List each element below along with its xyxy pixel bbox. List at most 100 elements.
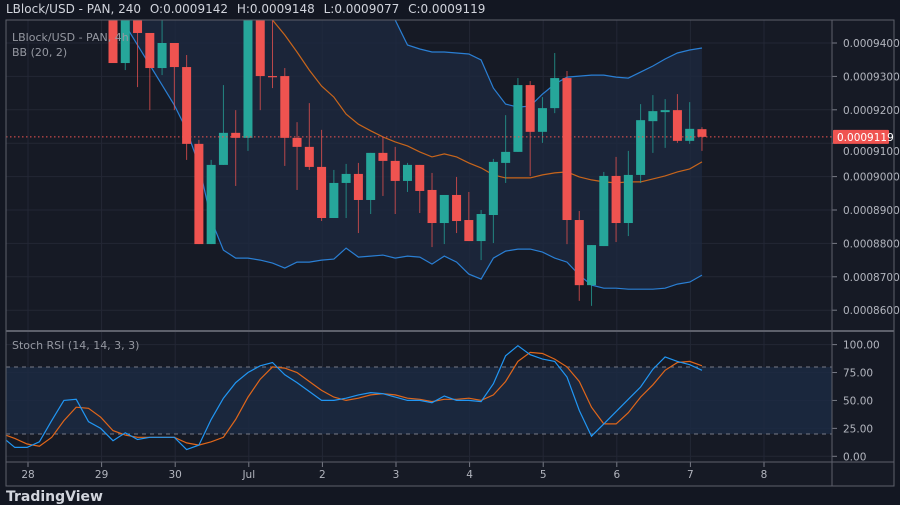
candle-body: [194, 143, 204, 245]
candle: [562, 71, 572, 245]
candle-body: [636, 120, 646, 175]
candle-body: [599, 175, 609, 247]
candle: [231, 110, 241, 186]
candle-body: [623, 174, 633, 224]
stoch-axis-label: 25.00: [843, 423, 873, 435]
candle-body: [464, 220, 474, 242]
candle: [537, 97, 547, 143]
candle: [464, 191, 474, 242]
candle: [218, 85, 228, 165]
candle: [243, 20, 253, 151]
candle-body: [697, 129, 707, 137]
candle: [501, 115, 511, 183]
stoch-axis-label: 0.00: [843, 451, 866, 463]
bb-lower-line: [124, 24, 703, 290]
candle: [685, 102, 695, 144]
candle-body: [488, 161, 498, 216]
candle-body: [562, 78, 572, 221]
price-axis-label: 0.0008700: [843, 272, 900, 284]
candle-body: [550, 78, 560, 109]
time-axis-label: 6: [613, 469, 620, 481]
candle-body: [157, 43, 167, 69]
stoch-axis-label: 50.00: [843, 395, 873, 407]
candle: [672, 94, 682, 143]
candle: [304, 103, 314, 170]
candle: [194, 139, 204, 245]
candle: [476, 210, 486, 261]
candle: [317, 129, 327, 222]
candle: [550, 53, 560, 114]
price-axis-label: 0.0008800: [843, 238, 900, 250]
candle: [611, 156, 621, 243]
candle: [169, 43, 179, 111]
candle: [292, 122, 302, 190]
candle: [366, 152, 376, 215]
last-price-label: 0.0009119: [837, 132, 894, 144]
candle-body: [329, 182, 339, 219]
candle: [182, 55, 192, 160]
candle-body: [145, 32, 155, 69]
price-axis-label: 0.0009200: [843, 105, 900, 117]
candle: [587, 245, 597, 306]
candle: [120, 20, 130, 71]
candle-body: [120, 20, 130, 64]
stoch-axis-label: 75.00: [843, 368, 873, 380]
candle-body: [648, 111, 658, 122]
main-legend-symbol: LBlock/USD - PAN, 4h: [12, 31, 129, 44]
candle-body: [255, 20, 265, 77]
symbol-title: LBlock/USD - PAN, 240: [6, 2, 141, 16]
candle-body: [292, 137, 302, 147]
candle-body: [218, 132, 228, 165]
stoch-axis-label: 100.00: [843, 340, 880, 352]
candle-body: [341, 173, 351, 183]
candle-body: [537, 108, 547, 132]
candle-body: [268, 76, 278, 78]
candle: [415, 164, 425, 214]
candle-body: [402, 164, 412, 181]
price-axis-label: 0.0009100: [843, 146, 900, 158]
candle-body: [513, 85, 523, 152]
last-price-badge: [833, 129, 889, 144]
candle-body: [243, 20, 253, 138]
candle-body: [378, 152, 388, 161]
candle-body: [182, 67, 192, 144]
time-axis-label: 29: [95, 469, 108, 481]
candle-body: [317, 166, 327, 219]
stoch-rsi-pane[interactable]: [3, 344, 832, 451]
candle: [648, 95, 658, 153]
candle-body: [660, 110, 670, 113]
candle: [402, 162, 412, 192]
candle: [390, 146, 400, 215]
open-value: O:0.0009142: [149, 2, 228, 16]
tradingview-logo: TradingView: [6, 489, 103, 505]
price-pane[interactable]: [6, 0, 832, 306]
candle-body: [476, 214, 486, 242]
time-axis-label: 8: [761, 469, 768, 481]
candle-body: [685, 128, 695, 141]
time-axis-label: Jul: [241, 469, 255, 481]
low-value: L:0.0009077: [323, 2, 400, 16]
candle-body: [501, 151, 511, 163]
candle-body: [587, 245, 597, 286]
candle-body: [427, 189, 437, 224]
candle-body: [672, 110, 682, 141]
candle-body: [280, 76, 290, 138]
price-axis-label: 0.0008900: [843, 205, 900, 217]
candle-body: [525, 85, 535, 132]
candle: [108, 20, 118, 64]
stoch-rsi-legend[interactable]: Stoch RSI (14, 14, 3, 3): [12, 339, 140, 352]
bb-legend[interactable]: BB (20, 2): [12, 46, 68, 59]
candle: [439, 194, 449, 245]
candle: [525, 81, 535, 176]
candle-body: [439, 194, 449, 224]
price-axis-label: 0.0009000: [843, 172, 900, 184]
candle: [488, 158, 498, 244]
price-axis-label: 0.0009300: [843, 71, 900, 83]
candle-body: [452, 194, 462, 222]
price-axis-label: 0.0009400: [843, 38, 900, 50]
candle: [599, 171, 609, 247]
time-axis-label: 30: [169, 469, 182, 481]
candle-body: [108, 20, 118, 64]
candle: [623, 150, 633, 237]
